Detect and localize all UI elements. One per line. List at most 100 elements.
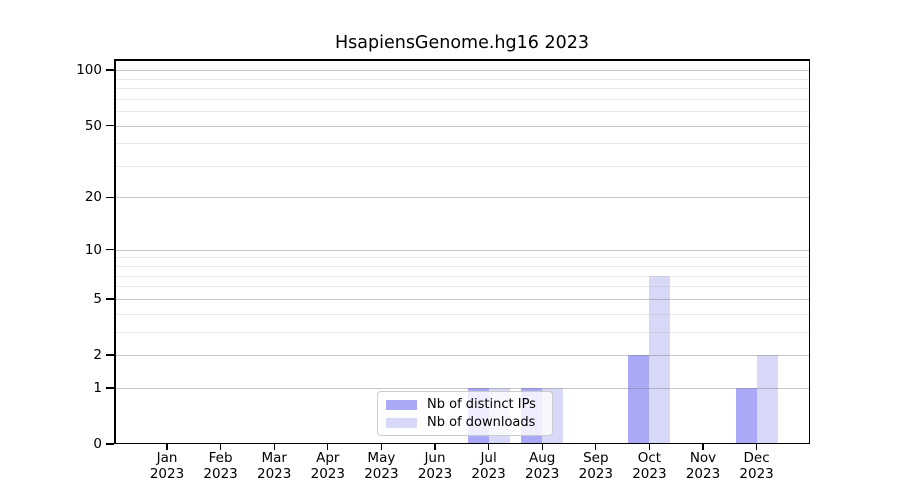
x-axis-tick-label: Jul 2023 — [454, 450, 524, 482]
year-label: 2023 — [417, 466, 453, 482]
axis-spine-bottom — [114, 442, 810, 444]
month-label: Jun — [424, 450, 446, 466]
y-axis-tick — [106, 124, 114, 127]
y-axis-tick — [106, 196, 114, 199]
x-axis-tick — [541, 444, 543, 450]
x-axis-tick-label: May 2023 — [346, 450, 416, 482]
x-axis-tick-label: Oct 2023 — [614, 450, 684, 482]
legend: Nb of distinct IPs Nb of downloads — [377, 391, 553, 436]
legend-label: Nb of downloads — [427, 415, 536, 430]
x-axis-tick-label: Aug 2023 — [507, 450, 577, 482]
year-label: 2023 — [257, 466, 292, 482]
year-label: 2023 — [471, 466, 506, 482]
year-label: 2023 — [310, 466, 345, 482]
gridline-major — [114, 355, 810, 356]
year-label: 2023 — [632, 466, 667, 482]
bar-downloads-oct — [649, 275, 671, 444]
month-label: Mar — [261, 450, 287, 466]
y-axis-tick-label: 2 — [93, 347, 102, 363]
legend-swatch-ips — [386, 399, 417, 410]
month-label: Nov — [689, 450, 717, 466]
month-label: Oct — [637, 450, 662, 466]
axis-spine-left — [114, 59, 116, 444]
x-axis-tick — [487, 444, 490, 450]
x-axis-tick-label: Jun 2023 — [400, 450, 470, 482]
year-label: 2023 — [578, 466, 613, 482]
x-axis-tick — [595, 444, 597, 450]
y-axis-tick-label: 1 — [93, 379, 102, 396]
gridline-minor — [114, 165, 810, 167]
gridline-minor — [114, 266, 810, 268]
y-axis-tick-label: 10 — [84, 241, 102, 258]
y-axis-tick — [106, 298, 114, 300]
y-axis-tick-label: 5 — [93, 290, 102, 307]
chart-title: HsapiensGenome.hg16 2023 — [334, 33, 589, 53]
x-axis-tick — [648, 444, 651, 450]
bar-ips-oct — [628, 355, 650, 444]
gridline-minor — [114, 143, 810, 145]
gridline-minor — [114, 313, 810, 315]
month-label: Jan — [156, 450, 178, 466]
x-axis-tick — [380, 444, 383, 450]
year-label: 2023 — [739, 466, 774, 482]
month-label: Apr — [316, 450, 340, 466]
axis-spine-top — [114, 59, 810, 61]
month-label: Jul — [480, 450, 497, 466]
month-label: Sep — [583, 450, 609, 466]
year-label: 2023 — [149, 466, 185, 482]
year-label: 2023 — [685, 466, 721, 482]
gridline-major — [114, 249, 810, 251]
gridline-minor — [114, 286, 810, 288]
y-axis-tick — [106, 443, 114, 445]
y-axis-tick — [106, 387, 114, 389]
year-label: 2023 — [203, 466, 238, 482]
x-axis-tick-label: Apr 2023 — [293, 450, 363, 482]
y-axis-tick — [106, 354, 114, 356]
legend-swatch-downloads — [386, 417, 417, 428]
x-axis-tick — [327, 444, 329, 450]
y-axis-tick-label: 100 — [76, 62, 102, 79]
month-label: Aug — [529, 450, 556, 466]
gridline-major — [114, 125, 810, 127]
x-axis-tick-label: Nov 2023 — [668, 450, 738, 482]
x-axis-tick-label: Jan 2023 — [132, 450, 202, 482]
x-axis-tick-label: Mar 2023 — [239, 450, 309, 482]
gridline-minor — [114, 78, 810, 80]
y-axis-tick — [106, 249, 114, 251]
x-axis-tick — [219, 444, 222, 450]
gridline-minor — [114, 331, 810, 333]
month-label: Feb — [208, 450, 233, 466]
plot-area: 0 1 2 5 10 20 50 100 Jan 2023 Feb 2023 Mar 2023 Apr 202… — [76, 59, 810, 482]
x-axis-tick-label: Feb 2023 — [186, 450, 256, 482]
year-label: 2023 — [525, 466, 560, 482]
gridline-minor — [114, 257, 810, 259]
bar-ips-dec — [735, 387, 757, 444]
gridline-major — [114, 298, 810, 300]
gridline-minor — [114, 88, 810, 90]
y-axis-tick — [106, 69, 114, 71]
x-axis-tick-label: Dec 2023 — [722, 450, 792, 482]
gridline-major — [114, 387, 810, 389]
gridline-minor — [114, 111, 810, 113]
x-axis-tick — [434, 444, 436, 450]
legend-label: Nb of distinct IPs — [427, 397, 536, 412]
x-axis-tick — [166, 444, 168, 450]
x-axis-tick-label: Sep 2023 — [561, 450, 631, 482]
legend-row: Nb of distinct IPs — [386, 397, 544, 412]
gridline-major — [114, 70, 810, 72]
y-axis-tick-label: 0 — [93, 436, 102, 452]
gridline-minor — [114, 98, 810, 100]
legend-row: Nb of downloads — [386, 415, 544, 430]
bar-downloads-dec — [756, 355, 778, 444]
x-axis-tick — [273, 444, 275, 450]
x-axis-tick — [702, 444, 704, 450]
month-label: May — [367, 450, 396, 466]
month-label: Dec — [743, 450, 770, 466]
axis-spine-right — [808, 59, 810, 444]
gridline-minor — [114, 275, 810, 277]
y-axis-tick-label: 20 — [84, 189, 102, 206]
gridline-major — [114, 197, 810, 199]
year-label: 2023 — [364, 466, 399, 482]
y-axis-tick-label: 50 — [84, 117, 102, 134]
